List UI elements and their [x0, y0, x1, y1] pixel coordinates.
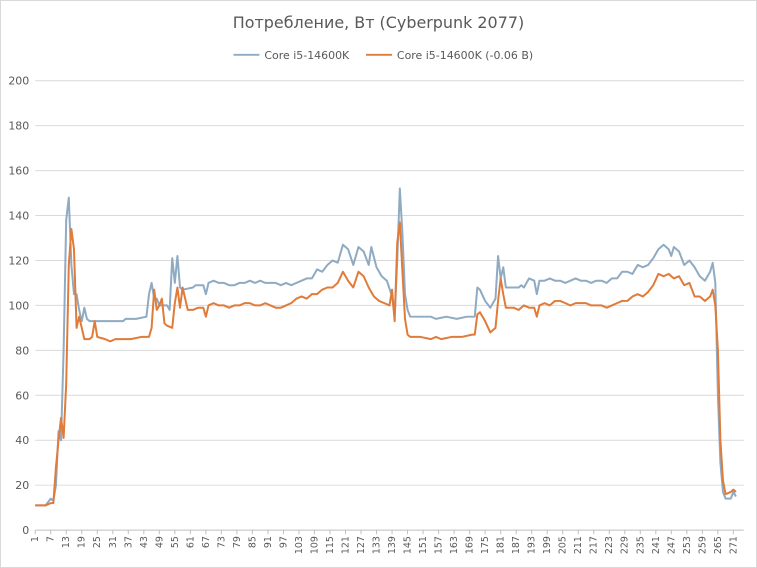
x-tick-label: 163 — [449, 536, 460, 554]
x-tick-label: 43 — [139, 536, 150, 548]
y-tick-label: 160 — [8, 165, 29, 178]
x-tick-label: 253 — [682, 536, 693, 554]
series-line-2 — [35, 221, 737, 507]
x-tick-label: 265 — [713, 536, 724, 554]
series-lines — [35, 187, 737, 507]
x-axis-ticks — [34, 530, 734, 535]
x-tick-label: 49 — [154, 536, 165, 548]
x-tick-label: 127 — [356, 536, 367, 554]
y-tick-label: 140 — [8, 210, 29, 223]
x-tick-label: 217 — [589, 536, 600, 554]
x-tick-label: 25 — [92, 536, 103, 548]
y-tick-label: 180 — [8, 120, 29, 133]
x-tick-label: 55 — [170, 536, 181, 548]
y-tick-label: 120 — [8, 254, 29, 267]
x-tick-label: 91 — [263, 536, 274, 548]
x-tick-label: 109 — [309, 536, 320, 554]
x-tick-label: 193 — [527, 536, 538, 554]
x-tick-label: 103 — [294, 536, 305, 554]
x-tick-label: 271 — [728, 536, 739, 554]
x-tick-label: 157 — [434, 536, 445, 554]
x-tick-label: 7 — [46, 536, 57, 542]
gridlines — [35, 80, 744, 486]
x-tick-label: 73 — [216, 536, 227, 548]
x-tick-label: 205 — [558, 536, 569, 554]
x-tick-label: 175 — [480, 536, 491, 554]
x-tick-label: 235 — [635, 536, 646, 554]
x-tick-label: 241 — [651, 536, 662, 554]
series-line-1 — [35, 187, 737, 507]
x-tick-label: 169 — [465, 536, 476, 554]
x-tick-label: 259 — [697, 536, 708, 554]
legend: Core i5-14600K Core i5-14600K (-0.06 В) — [233, 49, 533, 62]
x-tick-label: 223 — [604, 536, 615, 554]
y-tick-label: 200 — [8, 75, 29, 88]
y-tick-label: 20 — [15, 479, 29, 492]
y-tick-label: 40 — [15, 434, 29, 447]
x-tick-label: 181 — [496, 536, 507, 554]
y-tick-label: 0 — [22, 524, 29, 537]
x-tick-label: 211 — [573, 536, 584, 554]
y-tick-label: 80 — [15, 344, 29, 357]
x-tick-label: 85 — [247, 536, 258, 548]
x-tick-label: 145 — [403, 536, 414, 554]
x-tick-label: 151 — [418, 536, 429, 554]
x-tick-label: 229 — [620, 536, 631, 554]
x-tick-label: 121 — [340, 536, 351, 554]
legend-label-1: Core i5-14600K — [264, 49, 350, 62]
x-tick-label: 19 — [77, 536, 88, 548]
x-tick-label: 67 — [201, 536, 212, 548]
x-tick-label: 115 — [325, 536, 336, 554]
x-axis-tick-labels: 1 7 13 19 25 31 37 43 49 55 61 67 73 79 85 91 97 103 109 11… — [30, 536, 739, 554]
x-tick-label: 199 — [542, 536, 553, 554]
x-tick-label: 97 — [278, 536, 289, 548]
y-tick-label: 100 — [8, 299, 29, 312]
x-tick-label: 61 — [185, 536, 196, 548]
y-axis-tick-labels: 0 20 40 60 80 100 120 140 160 180 200 — [8, 75, 29, 537]
x-tick-label: 31 — [108, 536, 119, 548]
y-tick-label: 60 — [15, 389, 29, 402]
x-tick-label: 187 — [511, 536, 522, 554]
chart-title: Потребление, Вт (Cyberpunk 2077) — [233, 13, 524, 32]
x-tick-label: 1 — [30, 536, 41, 542]
legend-label-2: Core i5-14600K (-0.06 В) — [397, 49, 533, 62]
x-tick-label: 13 — [61, 536, 72, 548]
x-tick-label: 247 — [666, 536, 677, 554]
x-tick-label: 133 — [372, 536, 383, 554]
x-tick-label: 139 — [387, 536, 398, 554]
x-tick-label: 79 — [232, 536, 243, 548]
x-tick-label: 37 — [123, 536, 134, 548]
